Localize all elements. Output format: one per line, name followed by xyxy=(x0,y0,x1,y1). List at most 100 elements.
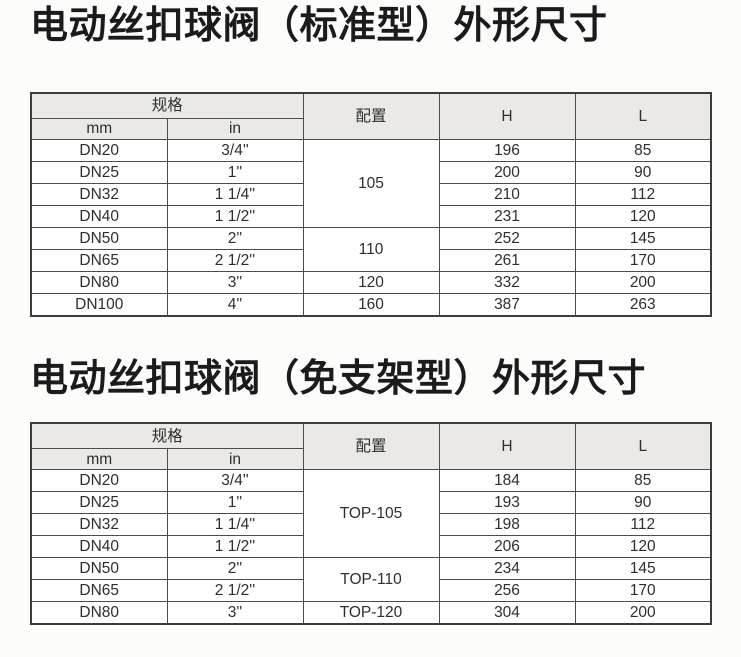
config-cell: 160 xyxy=(302,292,440,317)
inch-size-cell: 1'' xyxy=(166,160,304,184)
dn-size-cell: DN40 xyxy=(30,204,168,228)
height-dim-cell: 231 xyxy=(438,204,576,228)
table-row: DN80 3'' 120 332 200 xyxy=(30,270,712,294)
height-dim-cell: 304 xyxy=(438,601,576,625)
table-row: DN50 2'' TOP-110 234 145 xyxy=(30,557,712,603)
spec-header: 规格 xyxy=(30,422,304,450)
table-row: DN80 3'' TOP-120 304 200 xyxy=(30,601,712,625)
height-dim-cell: 252 xyxy=(438,226,576,250)
inch-size-cell: 3'' xyxy=(166,270,304,294)
config-cell: 110 xyxy=(302,226,440,272)
height-dim-cell: 184 xyxy=(438,469,576,493)
config-header: 配置 xyxy=(302,92,440,140)
dn-size-cell: DN32 xyxy=(30,513,168,537)
dn-size-cell: DN100 xyxy=(30,292,168,317)
height-dim-cell: 198 xyxy=(438,513,576,537)
table-row: DN40 1 1/2'' 231 120 xyxy=(30,204,712,228)
l-header: L xyxy=(574,92,712,140)
table-row: DN20 3/4'' TOP-105 184 85 xyxy=(30,469,712,559)
length-dim-cell: 112 xyxy=(574,182,712,206)
inch-size-cell: 1 1/4'' xyxy=(166,182,304,206)
length-dim-cell: 85 xyxy=(574,469,712,493)
dn-size-cell: DN80 xyxy=(30,601,168,625)
table-row: DN20 3/4'' 105 196 85 xyxy=(30,138,712,228)
inch-size-cell: 1 1/2'' xyxy=(166,535,304,559)
inch-size-cell: 2 1/2'' xyxy=(166,248,304,272)
config-cell: TOP-110 xyxy=(302,557,440,603)
in-header: in xyxy=(166,448,304,471)
inch-size-cell: 4'' xyxy=(166,292,304,317)
dn-size-cell: DN50 xyxy=(30,226,168,250)
dn-size-cell: DN32 xyxy=(30,182,168,206)
length-dim-cell: 120 xyxy=(574,204,712,228)
page-title-bracket-free: 电动丝扣球阀（免支架型）外形尺寸 xyxy=(30,357,647,400)
dn-size-cell: DN25 xyxy=(30,491,168,515)
table-row: DN40 1 1/2'' 206 120 xyxy=(30,535,712,559)
table-row: DN100 4'' 160 387 263 xyxy=(30,292,712,317)
height-dim-cell: 196 xyxy=(438,138,576,162)
length-dim-cell: 263 xyxy=(574,292,712,317)
height-dim-cell: 256 xyxy=(438,579,576,603)
l-header: L xyxy=(574,422,712,471)
page-title-standard: 电动丝扣球阀（标准型）外形尺寸 xyxy=(30,5,608,47)
height-dim-cell: 206 xyxy=(438,535,576,559)
dn-size-cell: DN20 xyxy=(30,138,168,162)
length-dim-cell: 112 xyxy=(574,513,712,537)
inch-size-cell: 3/4'' xyxy=(166,469,304,493)
table-row: DN25 1'' 200 90 xyxy=(30,160,712,184)
length-dim-cell: 200 xyxy=(574,270,712,294)
height-dim-cell: 193 xyxy=(438,491,576,515)
config-cell: 105 xyxy=(302,138,440,228)
length-dim-cell: 170 xyxy=(574,579,712,603)
length-dim-cell: 85 xyxy=(574,138,712,162)
inch-size-cell: 2'' xyxy=(166,557,304,581)
length-dim-cell: 145 xyxy=(574,557,712,581)
height-dim-cell: 210 xyxy=(438,182,576,206)
dn-size-cell: DN20 xyxy=(30,469,168,493)
dn-size-cell: DN40 xyxy=(30,535,168,559)
inch-size-cell: 2 1/2'' xyxy=(166,579,304,603)
dn-size-cell: DN80 xyxy=(30,270,168,294)
in-header: in xyxy=(166,117,304,140)
inch-size-cell: 2'' xyxy=(166,226,304,250)
table-row: DN32 1 1/4'' 198 112 xyxy=(30,513,712,537)
length-dim-cell: 170 xyxy=(574,248,712,272)
height-dim-cell: 234 xyxy=(438,557,576,581)
mm-header: mm xyxy=(30,117,168,140)
inch-size-cell: 3'' xyxy=(166,601,304,625)
h-header: H xyxy=(438,422,576,471)
inch-size-cell: 1'' xyxy=(166,491,304,515)
dn-size-cell: DN65 xyxy=(30,248,168,272)
dn-size-cell: DN50 xyxy=(30,557,168,581)
height-dim-cell: 200 xyxy=(438,160,576,184)
length-dim-cell: 90 xyxy=(574,491,712,515)
table-row: DN50 2'' 110 252 145 xyxy=(30,226,712,272)
table-row: DN65 2 1/2'' 261 170 xyxy=(30,248,712,272)
config-header: 配置 xyxy=(302,422,440,471)
inch-size-cell: 1 1/2'' xyxy=(166,204,304,228)
config-cell: TOP-120 xyxy=(302,601,440,625)
spec-header: 规格 xyxy=(30,92,304,119)
length-dim-cell: 200 xyxy=(574,601,712,625)
length-dim-cell: 90 xyxy=(574,160,712,184)
height-dim-cell: 332 xyxy=(438,270,576,294)
inch-size-cell: 3/4'' xyxy=(166,138,304,162)
height-dim-cell: 261 xyxy=(438,248,576,272)
dn-size-cell: DN65 xyxy=(30,579,168,603)
table-row: DN65 2 1/2'' 256 170 xyxy=(30,579,712,603)
inch-size-cell: 1 1/4'' xyxy=(166,513,304,537)
length-dim-cell: 120 xyxy=(574,535,712,559)
height-dim-cell: 387 xyxy=(438,292,576,317)
config-cell: TOP-105 xyxy=(302,469,440,559)
table-row: DN25 1'' 193 90 xyxy=(30,491,712,515)
mm-header: mm xyxy=(30,448,168,471)
length-dim-cell: 145 xyxy=(574,226,712,250)
config-cell: 120 xyxy=(302,270,440,294)
dn-size-cell: DN25 xyxy=(30,160,168,184)
h-header: H xyxy=(438,92,576,140)
